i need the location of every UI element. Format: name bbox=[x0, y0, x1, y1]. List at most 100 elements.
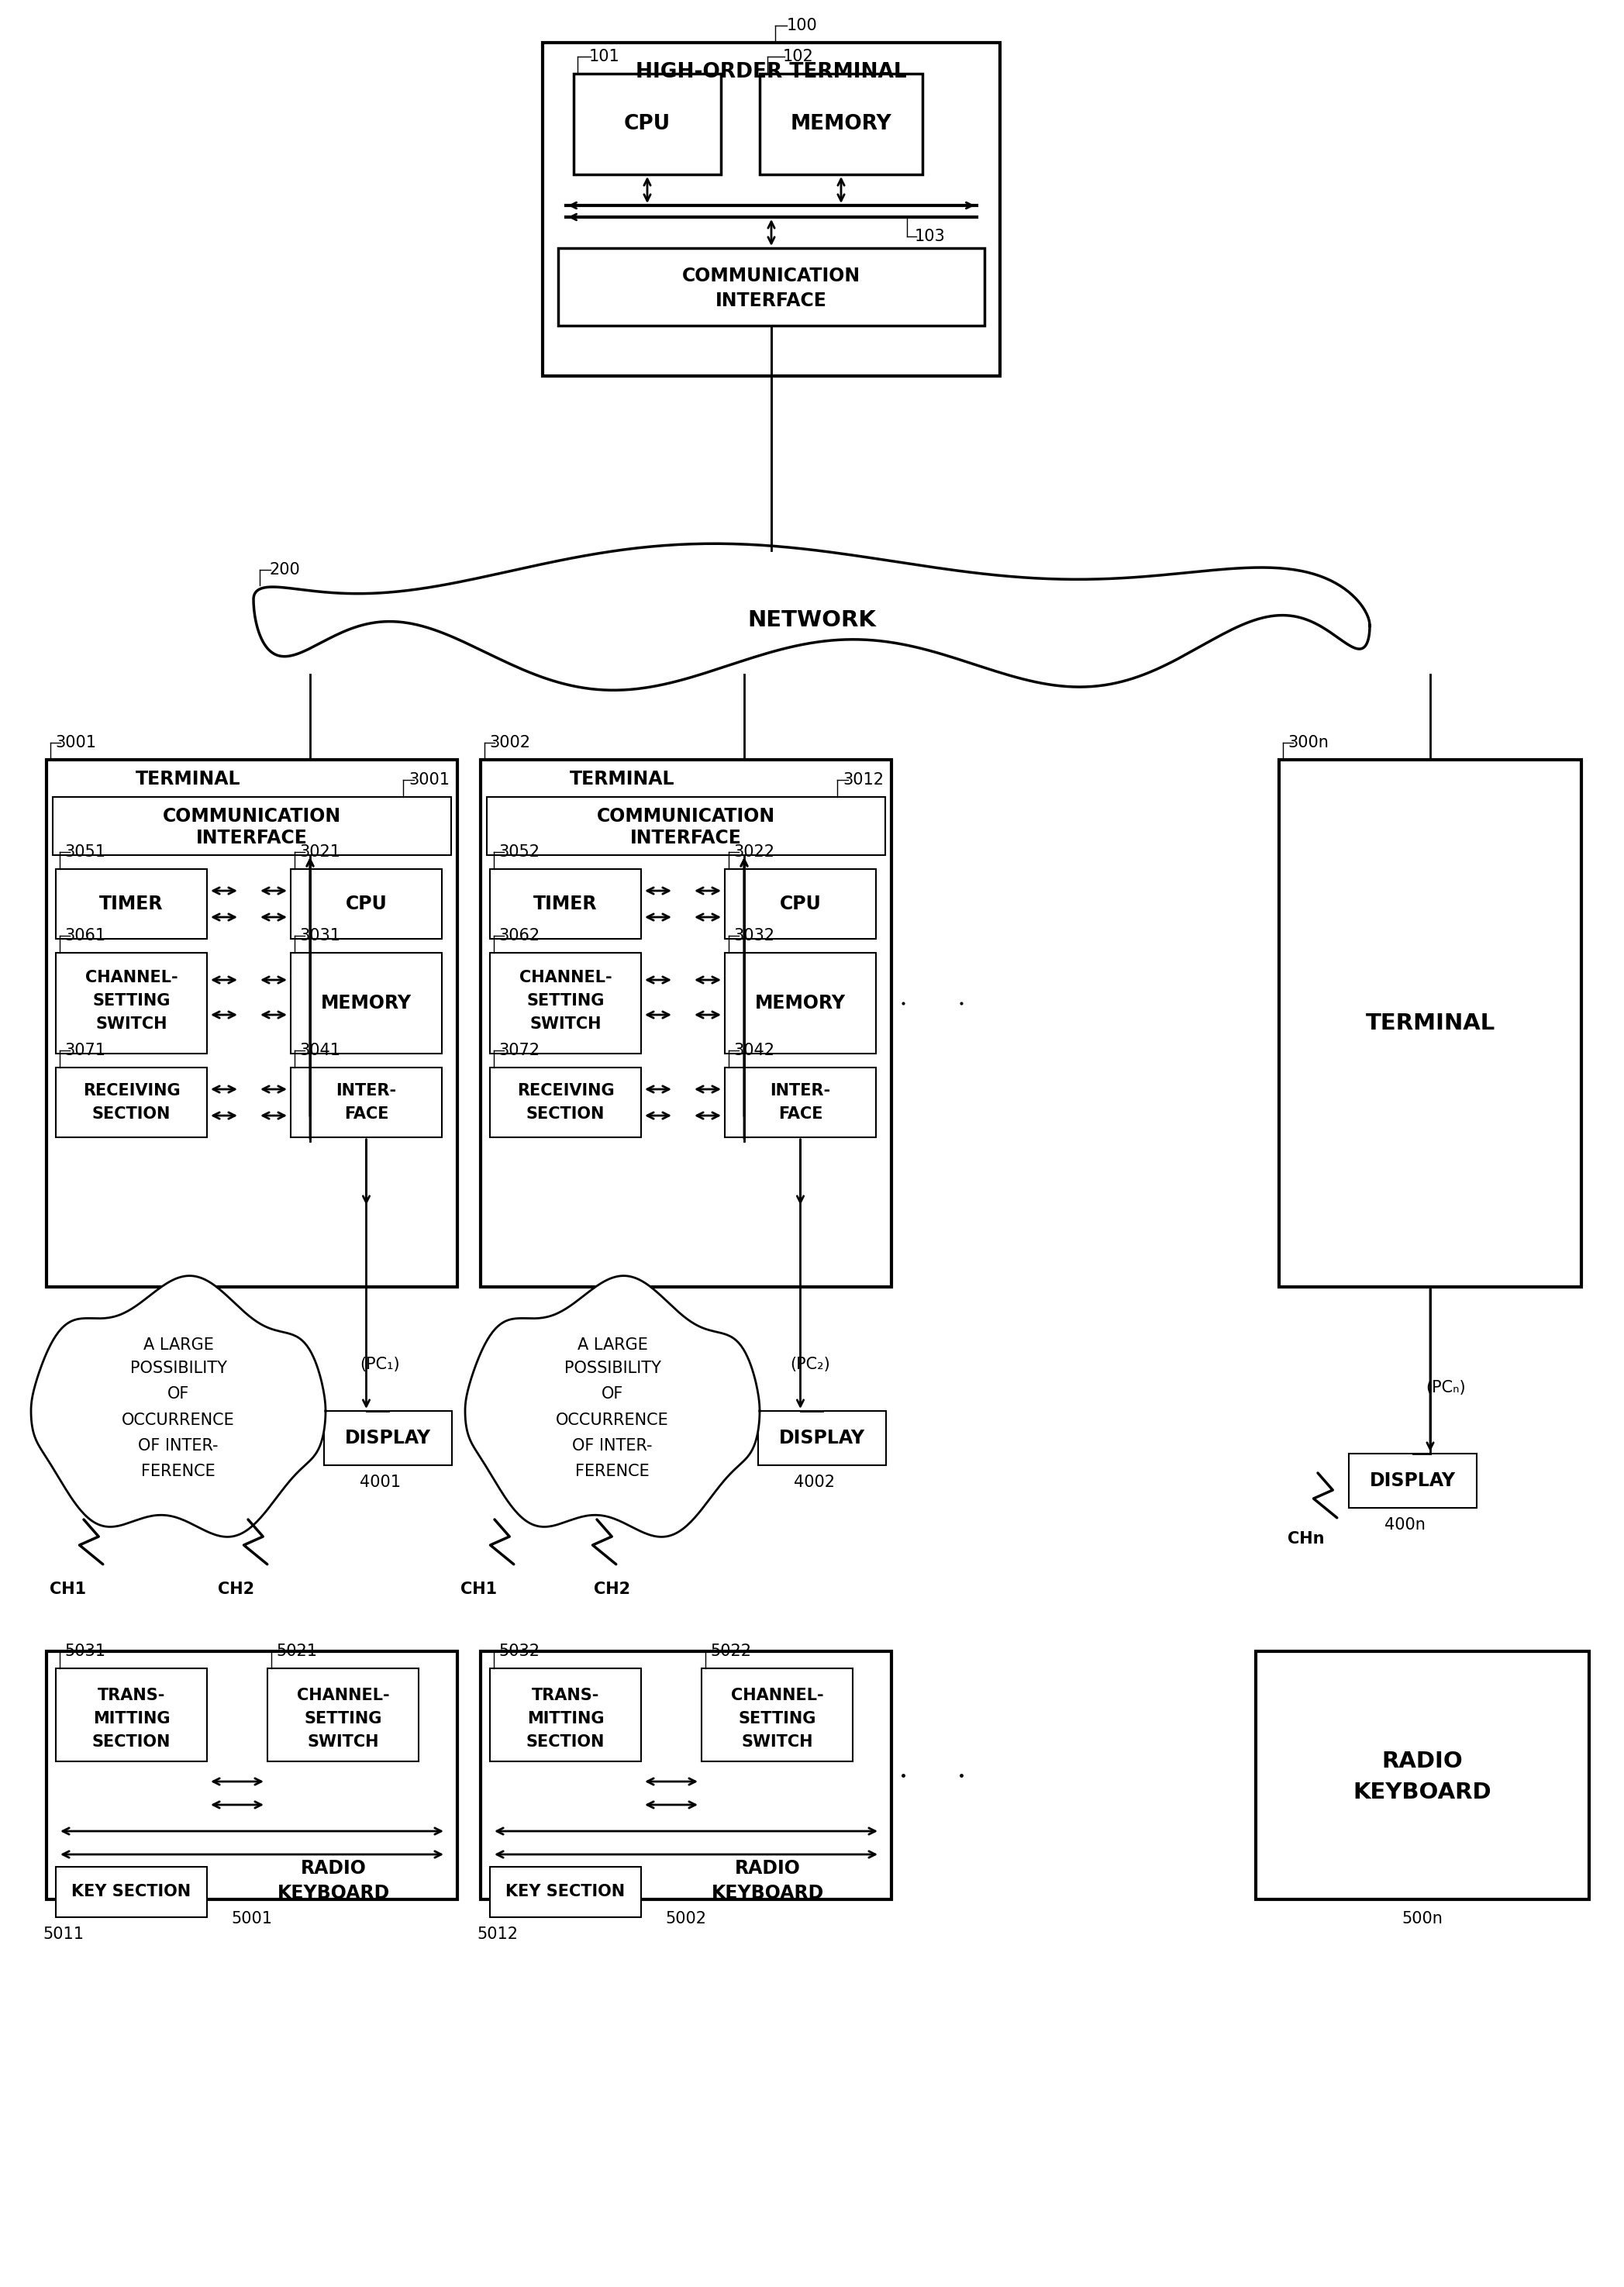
Bar bbox=[55, 1068, 206, 1137]
Text: 3071: 3071 bbox=[65, 1043, 106, 1059]
Text: MEMORY: MEMORY bbox=[322, 995, 411, 1013]
Text: 3031: 3031 bbox=[299, 929, 341, 945]
Text: 3052: 3052 bbox=[499, 844, 539, 860]
Bar bbox=[52, 796, 451, 855]
Text: RECEIVING: RECEIVING bbox=[83, 1084, 180, 1098]
Text: OCCURRENCE: OCCURRENCE bbox=[555, 1413, 669, 1427]
Text: 3072: 3072 bbox=[499, 1043, 539, 1059]
Text: KEYBOARD: KEYBOARD bbox=[278, 1884, 390, 1903]
Text: MITTING: MITTING bbox=[526, 1711, 604, 1727]
Text: DISPLAY: DISPLAY bbox=[344, 1429, 430, 1448]
Text: 3051: 3051 bbox=[65, 844, 106, 860]
Bar bbox=[724, 1068, 875, 1137]
Text: RECEIVING: RECEIVING bbox=[516, 1084, 614, 1098]
Text: TERMINAL: TERMINAL bbox=[136, 771, 240, 789]
Text: RADIO: RADIO bbox=[1382, 1750, 1463, 1772]
Text: SECTION: SECTION bbox=[526, 1107, 604, 1123]
Text: 3061: 3061 bbox=[65, 929, 106, 945]
Bar bbox=[724, 954, 875, 1054]
Text: SWITCH: SWITCH bbox=[741, 1734, 814, 1750]
Bar bbox=[55, 869, 206, 940]
Bar bbox=[1255, 1651, 1590, 1900]
Bar bbox=[481, 1651, 892, 1900]
Bar bbox=[487, 796, 885, 855]
Bar bbox=[55, 1866, 206, 1917]
Text: 103: 103 bbox=[914, 229, 945, 245]
Text: NETWORK: NETWORK bbox=[747, 608, 875, 631]
Text: 3001: 3001 bbox=[55, 734, 96, 750]
Text: COMMUNICATION: COMMUNICATION bbox=[598, 807, 775, 826]
Bar bbox=[47, 759, 458, 1288]
Text: INTERFACE: INTERFACE bbox=[716, 290, 827, 311]
Text: 5011: 5011 bbox=[42, 1926, 84, 1942]
Text: OF: OF bbox=[167, 1386, 190, 1402]
Text: TERMINAL: TERMINAL bbox=[570, 771, 676, 789]
Text: INTER-: INTER- bbox=[770, 1084, 830, 1098]
Text: COMMUNICATION: COMMUNICATION bbox=[682, 268, 861, 286]
Bar bbox=[559, 247, 984, 325]
Bar bbox=[1280, 759, 1582, 1288]
Text: SETTING: SETTING bbox=[304, 1711, 382, 1727]
Bar bbox=[291, 954, 442, 1054]
Bar bbox=[55, 954, 206, 1054]
Text: TIMER: TIMER bbox=[534, 894, 598, 913]
Text: FACE: FACE bbox=[778, 1107, 823, 1123]
Text: 102: 102 bbox=[783, 48, 814, 64]
Text: 101: 101 bbox=[590, 48, 620, 64]
Bar bbox=[291, 1068, 442, 1137]
Bar bbox=[724, 869, 875, 940]
Text: POSSIBILITY: POSSIBILITY bbox=[564, 1361, 661, 1377]
Text: 3001: 3001 bbox=[409, 773, 450, 787]
Text: SETTING: SETTING bbox=[739, 1711, 815, 1727]
Text: 500n: 500n bbox=[1402, 1912, 1444, 1926]
Text: KEY SECTION: KEY SECTION bbox=[71, 1884, 192, 1900]
Text: 3021: 3021 bbox=[299, 844, 341, 860]
Text: CHn: CHn bbox=[1288, 1530, 1325, 1546]
Bar bbox=[490, 869, 641, 940]
Text: CHANNEL-: CHANNEL- bbox=[297, 1688, 390, 1704]
Text: CPU: CPU bbox=[780, 894, 822, 913]
Text: A LARGE: A LARGE bbox=[143, 1338, 213, 1354]
Text: 3042: 3042 bbox=[734, 1043, 775, 1059]
Text: SETTING: SETTING bbox=[93, 993, 171, 1009]
Text: KEYBOARD: KEYBOARD bbox=[1353, 1782, 1492, 1802]
Text: COMMUNICATION: COMMUNICATION bbox=[162, 807, 341, 826]
Text: DISPLAY: DISPLAY bbox=[1369, 1471, 1455, 1491]
Text: SETTING: SETTING bbox=[526, 993, 604, 1009]
Text: 400n: 400n bbox=[1385, 1516, 1426, 1532]
Text: 100: 100 bbox=[788, 18, 818, 34]
Text: INTER-: INTER- bbox=[336, 1084, 396, 1098]
Text: TRANS-: TRANS- bbox=[97, 1688, 166, 1704]
Bar bbox=[758, 1411, 887, 1466]
Bar bbox=[490, 1667, 641, 1761]
Text: CH1: CH1 bbox=[461, 1583, 497, 1596]
Text: 3002: 3002 bbox=[489, 734, 531, 750]
Text: POSSIBILITY: POSSIBILITY bbox=[130, 1361, 227, 1377]
Text: 3032: 3032 bbox=[734, 929, 775, 945]
Text: OF INTER-: OF INTER- bbox=[572, 1439, 653, 1455]
Bar bbox=[268, 1667, 419, 1761]
Text: DISPLAY: DISPLAY bbox=[780, 1429, 866, 1448]
Text: MEMORY: MEMORY bbox=[755, 995, 846, 1013]
Text: CHANNEL-: CHANNEL- bbox=[520, 970, 612, 986]
Text: 5002: 5002 bbox=[666, 1912, 706, 1926]
Text: HIGH-ORDER TERMINAL: HIGH-ORDER TERMINAL bbox=[635, 62, 906, 82]
Bar bbox=[490, 954, 641, 1054]
Text: CH2: CH2 bbox=[594, 1583, 630, 1596]
Text: FERENCE: FERENCE bbox=[575, 1464, 650, 1480]
Text: TERMINAL: TERMINAL bbox=[1366, 1013, 1496, 1034]
Text: TRANS-: TRANS- bbox=[531, 1688, 599, 1704]
Text: SECTION: SECTION bbox=[93, 1734, 171, 1750]
Text: 5032: 5032 bbox=[499, 1644, 539, 1658]
Bar bbox=[490, 1068, 641, 1137]
Bar bbox=[490, 1866, 641, 1917]
Bar bbox=[760, 73, 922, 174]
Text: OF INTER-: OF INTER- bbox=[138, 1439, 218, 1455]
Text: 5022: 5022 bbox=[710, 1644, 752, 1658]
Text: 3012: 3012 bbox=[843, 773, 883, 787]
Text: CH1: CH1 bbox=[50, 1583, 86, 1596]
Bar bbox=[291, 869, 442, 940]
Text: INTERFACE: INTERFACE bbox=[630, 830, 742, 848]
Text: 300n: 300n bbox=[1288, 734, 1328, 750]
Text: OF: OF bbox=[601, 1386, 624, 1402]
